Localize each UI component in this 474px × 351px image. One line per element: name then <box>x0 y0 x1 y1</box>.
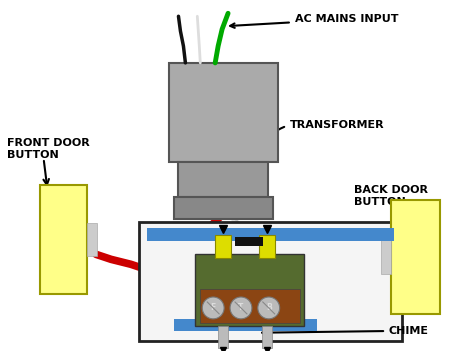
Text: BACK DOOR
BUTTON: BACK DOOR BUTTON <box>354 185 428 206</box>
Bar <box>391 200 440 314</box>
Bar <box>259 234 275 258</box>
Bar <box>215 234 231 258</box>
Text: F: F <box>210 304 216 312</box>
Bar <box>87 223 97 256</box>
Bar <box>381 240 391 274</box>
Text: TRANSFORMER: TRANSFORMER <box>262 120 384 142</box>
Text: AC MAINS INPUT: AC MAINS INPUT <box>230 14 398 28</box>
Text: B: B <box>266 304 272 312</box>
Bar <box>262 326 272 347</box>
Circle shape <box>202 297 224 319</box>
Bar <box>218 326 228 347</box>
Bar <box>173 197 273 219</box>
Text: FRONT DOOR
BUTTON: FRONT DOOR BUTTON <box>7 138 90 160</box>
Circle shape <box>230 297 252 319</box>
Bar <box>169 63 278 162</box>
Text: T: T <box>238 304 244 312</box>
Circle shape <box>258 297 280 319</box>
Bar <box>235 237 263 246</box>
Text: CHIME: CHIME <box>262 326 429 336</box>
Bar <box>39 185 87 294</box>
Bar <box>201 289 300 323</box>
Bar <box>173 319 318 331</box>
Bar <box>179 162 268 197</box>
Bar <box>195 254 304 326</box>
Bar <box>139 221 401 341</box>
Bar <box>147 227 394 241</box>
